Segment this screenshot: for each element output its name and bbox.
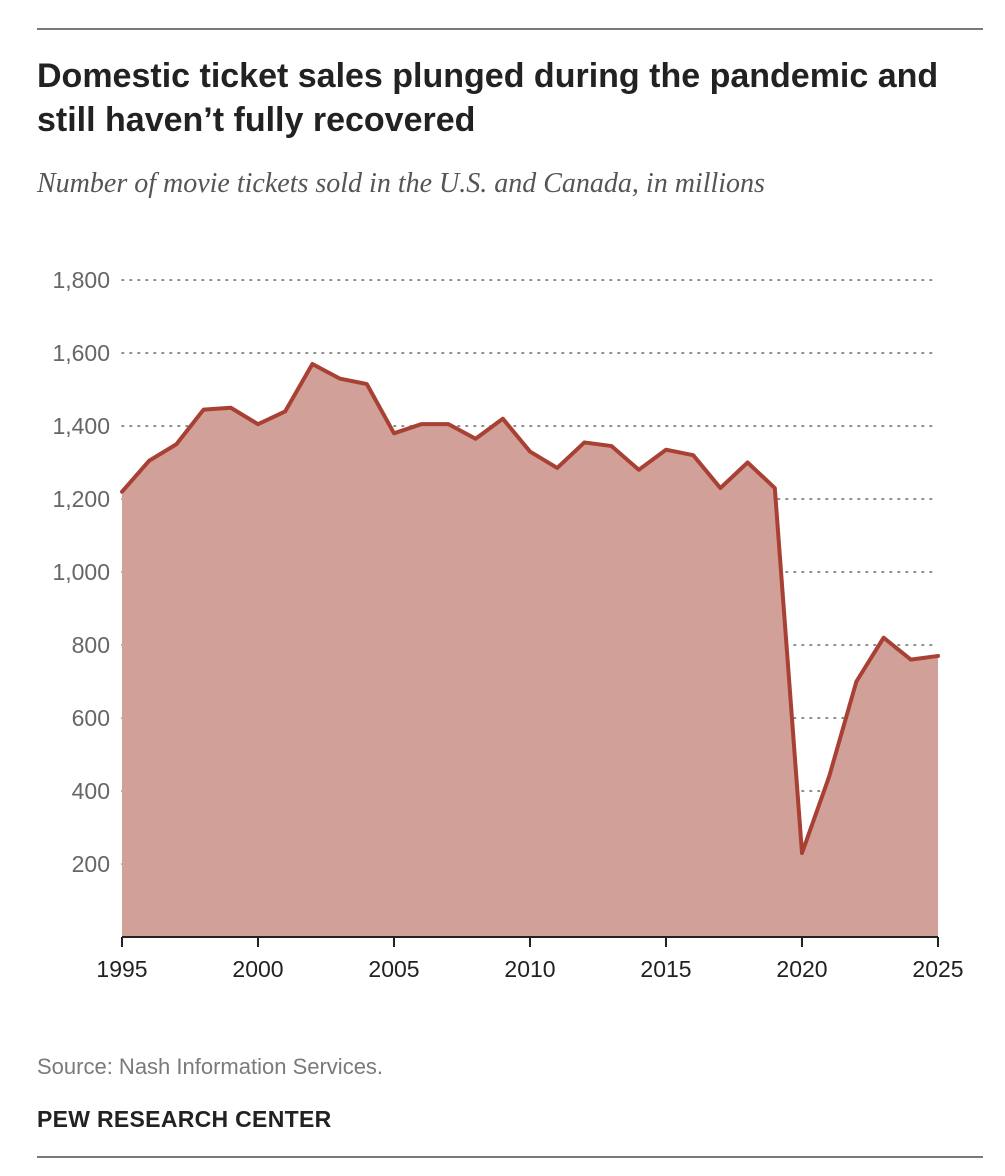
data-point-2019 (773, 486, 777, 490)
bottom-rule (37, 1156, 983, 1158)
data-point-2023 (882, 636, 886, 640)
data-point-2015 (664, 448, 668, 452)
series-area (122, 363, 938, 937)
data-point-2021 (827, 774, 831, 778)
data-point-2003 (338, 377, 342, 381)
y-tick-label: 400 (72, 778, 110, 804)
data-point-2017 (718, 486, 722, 490)
x-tick-label: 1995 (96, 956, 147, 982)
x-tick-label: 2020 (776, 956, 827, 982)
data-point-1998 (202, 408, 206, 412)
data-point-2025 (936, 654, 940, 658)
y-tick-label: 1,200 (52, 486, 110, 512)
data-point-2013 (610, 444, 614, 448)
chart-title: Domestic ticket sales plunged during the… (37, 57, 939, 139)
y-tick-label: 1,600 (52, 340, 110, 366)
x-axis-labels: 1995 2000 2005 2010 2015 2020 2025 (96, 956, 963, 982)
x-tick-label: 2010 (504, 956, 555, 982)
brand-logo: PEW RESEARCH CENTER (37, 1106, 332, 1132)
chart-subtitle: Number of movie tickets sold in the U.S.… (37, 168, 765, 199)
data-point-1995 (120, 490, 124, 494)
x-tick-label: 2005 (368, 956, 419, 982)
data-point-2009 (501, 417, 505, 421)
series-line (120, 361, 940, 856)
y-tick-label: 600 (72, 705, 110, 731)
data-point-2000 (256, 422, 260, 426)
data-point-2014 (637, 468, 641, 472)
data-point-2004 (365, 382, 369, 386)
data-point-2020 (800, 851, 804, 855)
data-point-1997 (174, 442, 178, 446)
data-point-2001 (283, 409, 287, 413)
data-point-2002 (310, 362, 314, 366)
data-point-1999 (229, 406, 233, 410)
data-point-2006 (419, 422, 423, 426)
data-point-2022 (854, 680, 858, 684)
data-point-2016 (691, 453, 695, 457)
x-tick-label: 2015 (640, 956, 691, 982)
data-point-2018 (746, 461, 750, 465)
data-point-2007 (446, 422, 450, 426)
data-point-1996 (147, 459, 151, 463)
data-point-2008 (474, 437, 478, 441)
data-point-2012 (582, 440, 586, 444)
x-tick-label: 2025 (912, 956, 963, 982)
data-point-2005 (392, 431, 396, 435)
top-rule (37, 28, 983, 30)
y-tick-label: 1,000 (52, 559, 110, 585)
data-point-2024 (909, 658, 913, 662)
y-tick-label: 1,800 (52, 267, 110, 293)
data-point-2010 (528, 450, 532, 454)
x-axis (121, 936, 939, 947)
source-note: Source: Nash Information Services. (37, 1054, 384, 1079)
x-tick-label: 2000 (232, 956, 283, 982)
data-point-2011 (555, 466, 559, 470)
y-tick-label: 1,400 (52, 413, 110, 439)
area-layer (120, 361, 940, 937)
y-tick-label: 800 (72, 632, 110, 658)
y-axis-labels: 200 400 600 800 1,000 1,200 1,400 1,600 1,800 (52, 267, 110, 877)
y-tick-label: 200 (72, 851, 110, 877)
